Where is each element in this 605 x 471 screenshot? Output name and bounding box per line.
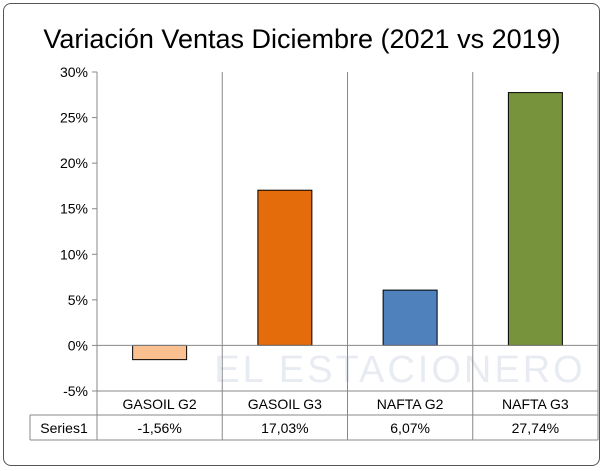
- y-tick-label: 15%: [60, 201, 88, 217]
- data-label: -1,56%: [137, 420, 181, 436]
- watermark: EL ESTACIONERO: [214, 349, 585, 391]
- bar-2: [382, 289, 438, 346]
- category-label: GASOIL G2: [123, 396, 197, 412]
- chart-frame: [3, 3, 600, 466]
- bar-0: [132, 344, 188, 361]
- y-tick-label: -5%: [63, 383, 88, 399]
- bar-1: [257, 189, 313, 346]
- data-label: 6,07%: [390, 420, 430, 436]
- y-tick-label: 25%: [60, 110, 88, 126]
- y-tick-label: 10%: [60, 246, 88, 262]
- y-tick-label: 5%: [68, 292, 88, 308]
- chart-title: Variación Ventas Diciembre (2021 vs 2019…: [43, 24, 560, 54]
- data-label: 27,74%: [512, 420, 559, 436]
- y-tick-label: 30%: [60, 64, 88, 80]
- bar-3: [507, 92, 563, 346]
- data-label: 17,03%: [261, 420, 308, 436]
- y-tick-label: 20%: [60, 155, 88, 171]
- legend-series-label: Series1: [40, 420, 88, 436]
- category-label: GASOIL G3: [248, 396, 322, 412]
- y-tick-label: 0%: [68, 337, 88, 353]
- category-label: NAFTA G2: [377, 396, 444, 412]
- category-label: NAFTA G3: [502, 396, 569, 412]
